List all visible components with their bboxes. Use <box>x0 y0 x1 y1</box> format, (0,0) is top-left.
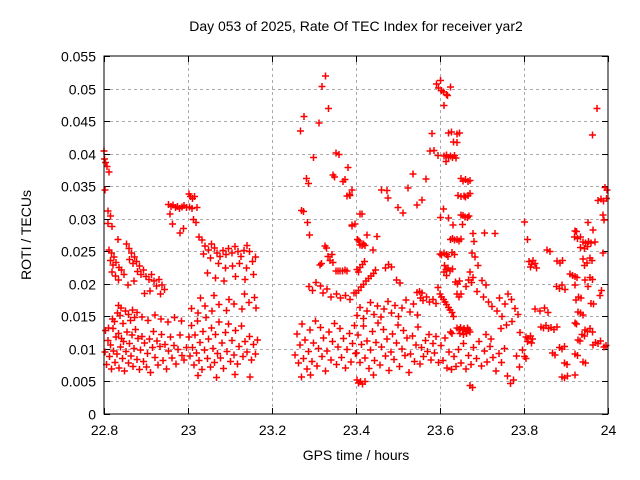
y-tick-label: 0.02 <box>69 277 96 293</box>
y-tick-label: 0.045 <box>61 114 96 130</box>
y-tick-labels: 0 0.005 0.01 0.015 0.02 0.025 0.03 0.035 0.04 0.0… <box>61 49 96 423</box>
x-tick-label: 23.2 <box>259 422 286 438</box>
y-tick-label: 0.025 <box>61 244 96 260</box>
y-tick-label: 0.03 <box>69 212 96 228</box>
plot-border <box>103 55 609 415</box>
x-tick-label: 23.8 <box>511 422 538 438</box>
x-tick-label: 24 <box>601 422 617 438</box>
y-tick-label: 0.005 <box>61 374 96 390</box>
y-tick-label: 0.015 <box>61 309 96 325</box>
y-tick-label: 0.04 <box>69 147 96 163</box>
y-tick-label: 0.055 <box>61 49 96 65</box>
y-tick-label: 0.05 <box>69 82 96 98</box>
y-tick-label: 0.035 <box>61 179 96 195</box>
grid-lines <box>104 56 608 414</box>
x-axis-label: GPS time / hours <box>303 447 410 463</box>
x-tick-label: 22.8 <box>91 422 118 438</box>
x-tick-label: 23.6 <box>427 422 454 438</box>
x-tick-label: 23.4 <box>343 422 370 438</box>
y-axis-label: ROTI / TECUs <box>18 190 34 280</box>
chart-title: Day 053 of 2025, Rate Of TEC Index for r… <box>189 18 523 34</box>
y-tick-label: 0 <box>88 407 96 423</box>
x-tick-labels: 22.8 23 23.2 23.4 23.6 23.8 24 <box>91 422 617 438</box>
y-tick-label: 0.01 <box>69 342 96 358</box>
x-tick-label: 23 <box>181 422 197 438</box>
